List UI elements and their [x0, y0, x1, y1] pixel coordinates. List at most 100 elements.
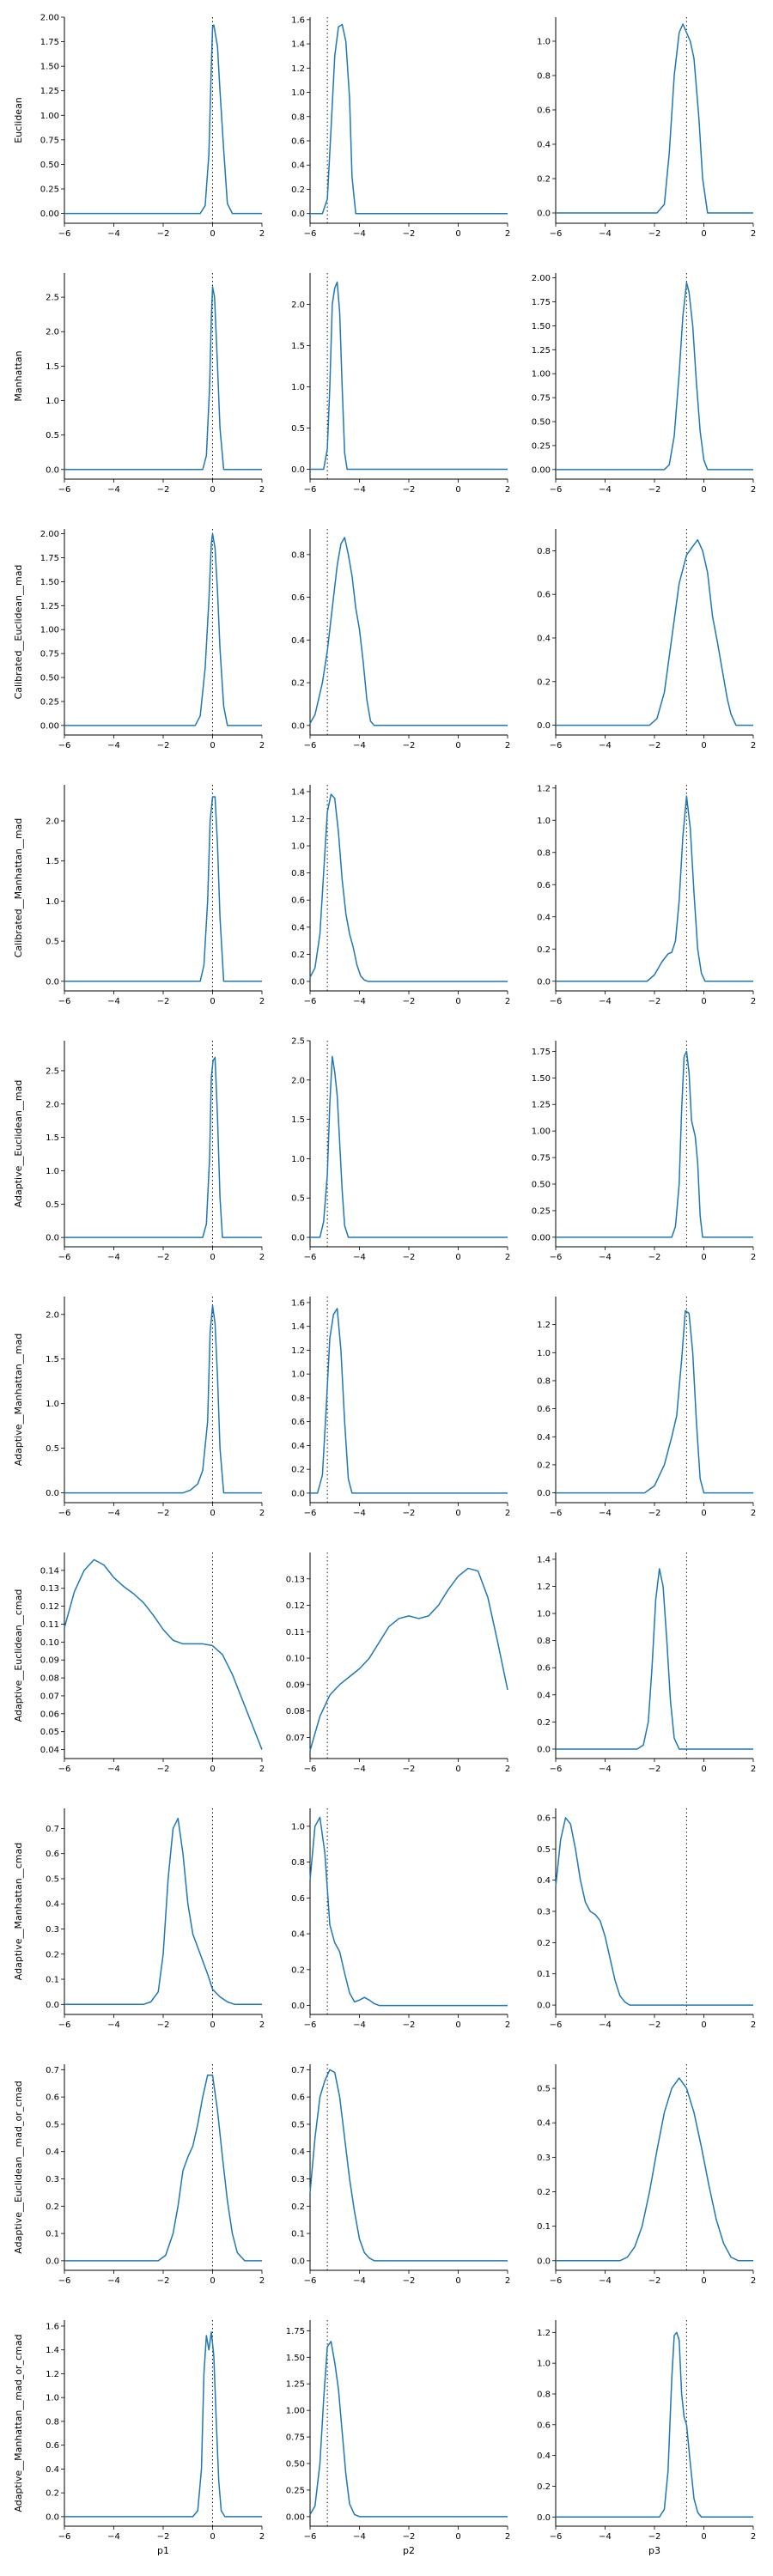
y-tick-label: 0.8	[537, 1376, 551, 1386]
x-tick-label: 0	[701, 1509, 706, 1518]
x-tick-label: −2	[403, 1509, 416, 1518]
y-axis-label: Calibrated__Euclidean__mad	[13, 565, 24, 700]
x-tick-label: −2	[403, 2020, 416, 2030]
y-tick-label: 0.5	[537, 1845, 551, 1855]
y-tick-label: 2.5	[46, 1066, 59, 1076]
x-tick-label: 2	[505, 485, 510, 495]
x-tick-label: −6	[304, 2532, 317, 2542]
y-tick-label: 1.4	[291, 787, 305, 797]
subplot-8-1: 0.0 0.1 0.2 0.3 0.4 0.5 0.6 0.7 −6 −4 −2 0 2	[291, 2064, 510, 2286]
y-tick-label: 0.4	[537, 634, 551, 643]
density-curve	[64, 2074, 262, 2262]
density-curve	[556, 538, 753, 726]
y-tick-label: 1.25	[286, 2380, 305, 2390]
y-tick-label: 1.50	[532, 322, 551, 331]
y-tick-label: 2.0	[46, 1310, 59, 1320]
y-tick-label: 0.0	[537, 721, 551, 731]
y-tick-label: 0.75	[286, 2433, 305, 2443]
x-tick-label: −4	[599, 485, 612, 495]
x-tick-label: −6	[58, 485, 71, 495]
y-tick-label: 0.5	[46, 1874, 59, 1884]
x-tick-label: −2	[403, 1765, 416, 1774]
y-tick-label: 0.6	[291, 896, 305, 906]
x-tick-label: 2	[751, 1765, 756, 1774]
density-curve	[309, 1816, 508, 2007]
y-tick-label: 0.5	[291, 2120, 305, 2129]
y-tick-label: 0.2	[537, 1718, 551, 1728]
x-tick-label: −4	[353, 485, 366, 495]
density-curve	[556, 2331, 753, 2518]
x-tick-label: −6	[550, 741, 563, 750]
x-tick-label: −2	[403, 1253, 416, 1262]
y-tick-label: 0.25	[532, 441, 551, 451]
x-tick-label: 2	[259, 1253, 265, 1262]
x-tick-label: 0	[455, 741, 460, 750]
y-tick-label: 0.2	[537, 945, 551, 955]
y-axis-label: Adaptive__Euclidean__cmad	[13, 1589, 24, 1722]
x-tick-label: 2	[259, 1765, 265, 1774]
y-tick-label: 1.0	[46, 397, 59, 406]
y-tick-label: 0.2	[537, 1461, 551, 1470]
density-curve	[64, 532, 262, 726]
x-tick-label: −6	[58, 2532, 71, 2542]
y-tick-label: 0.5	[46, 431, 59, 440]
y-tick-label: 1.5	[46, 1133, 59, 1143]
y-tick-label: 0.10	[286, 1655, 305, 1664]
x-tick-label: −2	[157, 1253, 170, 1262]
y-tick-label: 1.0	[291, 1822, 305, 1832]
y-tick-label: 1.25	[40, 602, 59, 611]
x-tick-label: −4	[599, 2276, 612, 2286]
y-tick-label: 0.00	[40, 210, 59, 219]
y-tick-label: 0.0	[537, 2002, 551, 2011]
y-tick-label: 0.8	[291, 550, 305, 560]
subplot-1-2: 0.00 0.25 0.50 0.75 1.00 1.25 1.50 1.75 2.00 −6 −4…	[532, 273, 756, 495]
y-tick-label: 0.7	[46, 1825, 59, 1834]
y-axis-label: Adaptive__Manhattan__mad	[13, 1334, 24, 1466]
y-tick-label: 1.0	[291, 1370, 305, 1380]
subplot-0-1: 0.0 0.2 0.4 0.6 0.8 1.0 1.2 1.4 1.6 −6 −4 −2 0 2	[291, 15, 510, 239]
y-tick-label: 0.2	[537, 2482, 551, 2492]
y-tick-label: 0.0	[291, 1234, 305, 1243]
x-tick-label: 2	[751, 485, 756, 495]
x-tick-label: 2	[505, 1765, 510, 1774]
y-tick-label: 1.2	[291, 815, 305, 824]
y-axis-label: Adaptive__Euclidean__mad	[13, 1080, 24, 1208]
y-tick-label: 0.4	[291, 636, 305, 646]
y-tick-label: 0.0	[537, 2257, 551, 2266]
y-tick-label: 1.50	[40, 63, 59, 72]
x-tick-label: −2	[648, 485, 661, 495]
y-tick-label: 1.25	[532, 1101, 551, 1110]
subplot-3-0: 0.0 0.5 1.0 1.5 2.0 −6 −4 −2 0 2 Calibrated__Manha…	[13, 785, 265, 1006]
x-tick-label: −4	[353, 229, 366, 239]
x-tick-label: 0	[455, 2020, 460, 2030]
y-tick-label: 0.00	[286, 2512, 305, 2522]
x-tick-label: −2	[157, 1765, 170, 1774]
x-tick-label: −4	[107, 2020, 120, 2030]
y-tick-label: 0.75	[532, 394, 551, 404]
x-tick-label: 2	[505, 1253, 510, 1262]
y-tick-label: 0.5	[537, 2085, 551, 2094]
x-tick-label: −6	[58, 229, 71, 239]
x-tick-label: −4	[107, 2276, 120, 2286]
subplot-1-1: 0.0 0.5 1.0 1.5 2.0 −6 −4 −2 0 2	[291, 273, 510, 495]
y-tick-label: 0.0	[46, 2257, 59, 2266]
density-curve	[64, 1817, 262, 2006]
y-tick-label: 0.0	[537, 977, 551, 987]
x-tick-label: −6	[550, 997, 563, 1006]
y-tick-label: 0.50	[286, 2460, 305, 2470]
density-curve	[556, 23, 753, 214]
y-tick-label: 0.6	[537, 881, 551, 890]
subplot-9-1: 0.00 0.25 0.50 0.75 1.00 1.25 1.50 1.75 −6 −4 −2 0 2…	[286, 2320, 510, 2556]
density-curve	[309, 1567, 508, 1751]
x-tick-label: −6	[304, 1765, 317, 1774]
subplot-4-0: 0.0 0.5 1.0 1.5 2.0 2.5 −6 −4 −2 0 2 Adaptive__Eucl…	[13, 1041, 265, 1262]
density-curve	[556, 2077, 753, 2262]
y-tick-label: 0.0	[291, 977, 305, 987]
x-tick-label: −6	[550, 2020, 563, 2030]
y-axis-label: Manhattan	[13, 350, 24, 401]
x-tick-label: −6	[550, 2276, 563, 2286]
y-tick-label: 0.6	[537, 1405, 551, 1414]
y-tick-label: 0.8	[537, 848, 551, 858]
y-tick-label: 0.4	[291, 1442, 305, 1451]
